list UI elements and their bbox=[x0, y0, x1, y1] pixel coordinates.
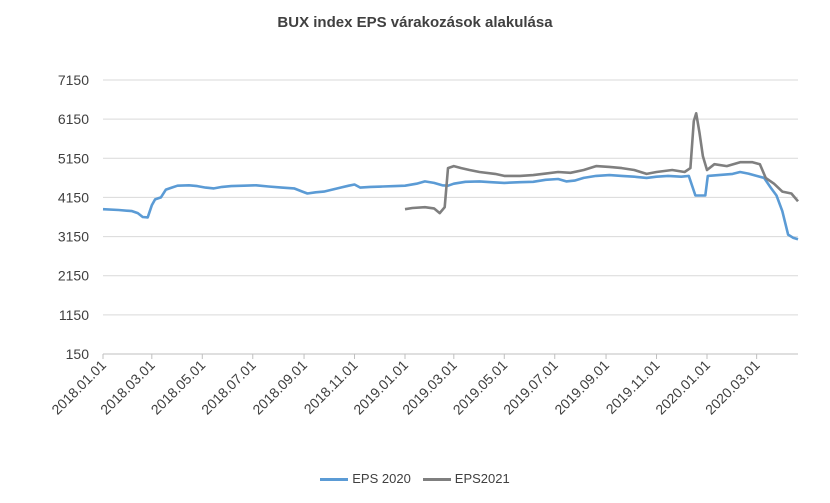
x-tick-label: 2018.07.01 bbox=[198, 357, 259, 418]
y-tick-label: 150 bbox=[66, 346, 90, 362]
series-line-eps-2021 bbox=[404, 112, 799, 215]
legend-swatch bbox=[422, 478, 451, 482]
y-tick-label: 4150 bbox=[58, 189, 89, 205]
legend-swatch bbox=[320, 478, 349, 482]
x-tick-label: 2019.07.01 bbox=[500, 357, 561, 418]
x-tick-label: 2018.09.01 bbox=[249, 357, 310, 418]
y-tick-label: 2150 bbox=[58, 268, 89, 284]
legend-item: EPS2021 bbox=[422, 471, 510, 487]
x-tick-label: 2019.09.01 bbox=[551, 357, 612, 418]
y-tick-label: 1150 bbox=[59, 307, 89, 323]
legend-item: EPS 2020 bbox=[320, 471, 411, 486]
y-tick-label: 3150 bbox=[58, 229, 89, 245]
legend: EPS 2020 EPS2021 bbox=[0, 470, 830, 486]
y-tick-label: 5150 bbox=[58, 150, 89, 166]
x-axis: 2018.01.012018.03.012018.05.012018.07.01… bbox=[48, 353, 798, 418]
y-axis-labels: 7150 6150 5150 4150 3150 2150 1150 150 bbox=[58, 72, 89, 362]
legend-label: EPS2021 bbox=[454, 471, 510, 487]
y-tick-label: 6150 bbox=[58, 111, 89, 127]
y-tick-label: 7150 bbox=[58, 72, 89, 88]
x-tick-label: 2020.03.01 bbox=[702, 357, 763, 418]
series-line-eps-2020 bbox=[102, 170, 799, 241]
series-lines bbox=[102, 112, 799, 241]
gridlines bbox=[103, 79, 798, 316]
chart-title: BUX index EPS várakozások alakulása bbox=[277, 14, 553, 31]
legend-label: EPS 2020 bbox=[352, 471, 411, 487]
